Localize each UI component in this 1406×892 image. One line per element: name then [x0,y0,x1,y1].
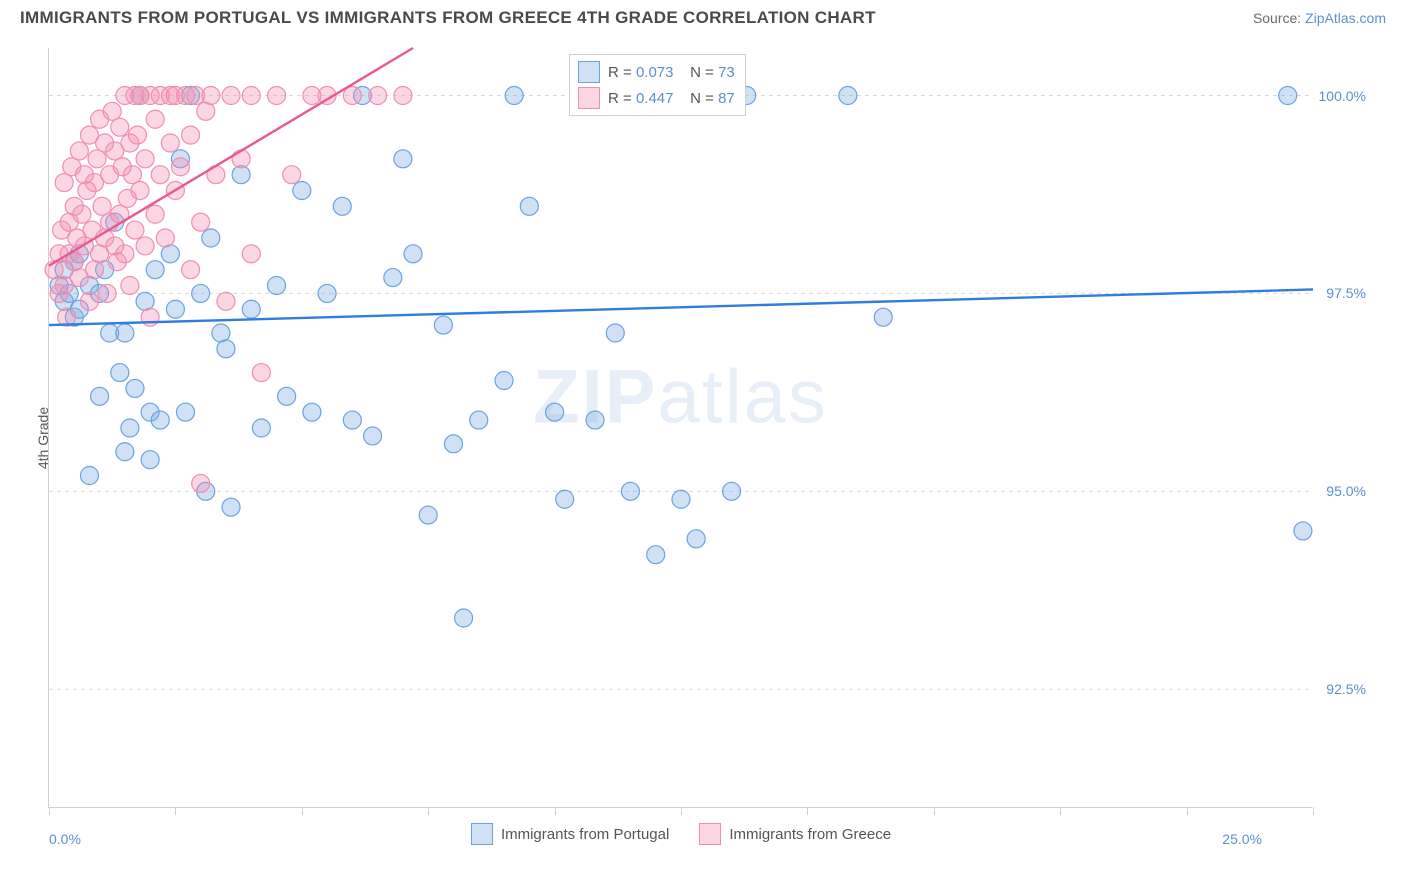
x-tick [49,807,50,815]
correlation-legend: R = 0.073 N = 73 R = 0.447 N = 87 [569,54,746,116]
x-tick [175,807,176,815]
swatch-greece [578,87,600,109]
source: Source: ZipAtlas.com [1253,10,1386,26]
legend-item-portugal: Immigrants from Portugal [471,823,669,845]
series-name-greece: Immigrants from Greece [729,826,891,843]
y-tick-label: 92.5% [1326,681,1366,697]
legend-row-greece: R = 0.447 N = 87 [578,85,735,111]
legend-text-greece: R = 0.447 N = 87 [608,90,735,107]
source-label: Source: [1253,10,1301,26]
y-tick-label: 100.0% [1319,88,1366,104]
source-link[interactable]: ZipAtlas.com [1305,10,1386,26]
x-tick [428,807,429,815]
swatch-greece-bottom [699,823,721,845]
y-tick-label: 97.5% [1326,285,1366,301]
y-tick-label: 95.0% [1326,483,1366,499]
swatch-portugal-bottom [471,823,493,845]
x-tick [555,807,556,815]
x-tick [681,807,682,815]
x-tick [1187,807,1188,815]
plot-area: ZIPatlas R = 0.073 N = 73 [48,48,1312,808]
chart-title: IMMIGRANTS FROM PORTUGAL VS IMMIGRANTS F… [20,8,876,28]
x-tick [302,807,303,815]
legend-item-greece: Immigrants from Greece [699,823,891,845]
legend-text-portugal: R = 0.073 N = 73 [608,64,735,81]
plot-wrap: 4th Grade ZIPatlas R = 0.073 N = 73 [48,48,1368,828]
series-legend: Immigrants from Portugal Immigrants from… [49,823,1313,845]
scatter-svg [49,48,1313,808]
legend-row-portugal: R = 0.073 N = 73 [578,59,735,85]
swatch-portugal [578,61,600,83]
x-tick [807,807,808,815]
x-tick [934,807,935,815]
x-tick [1060,807,1061,815]
title-bar: IMMIGRANTS FROM PORTUGAL VS IMMIGRANTS F… [0,0,1406,34]
series-name-portugal: Immigrants from Portugal [501,826,669,843]
x-tick [1313,807,1314,815]
